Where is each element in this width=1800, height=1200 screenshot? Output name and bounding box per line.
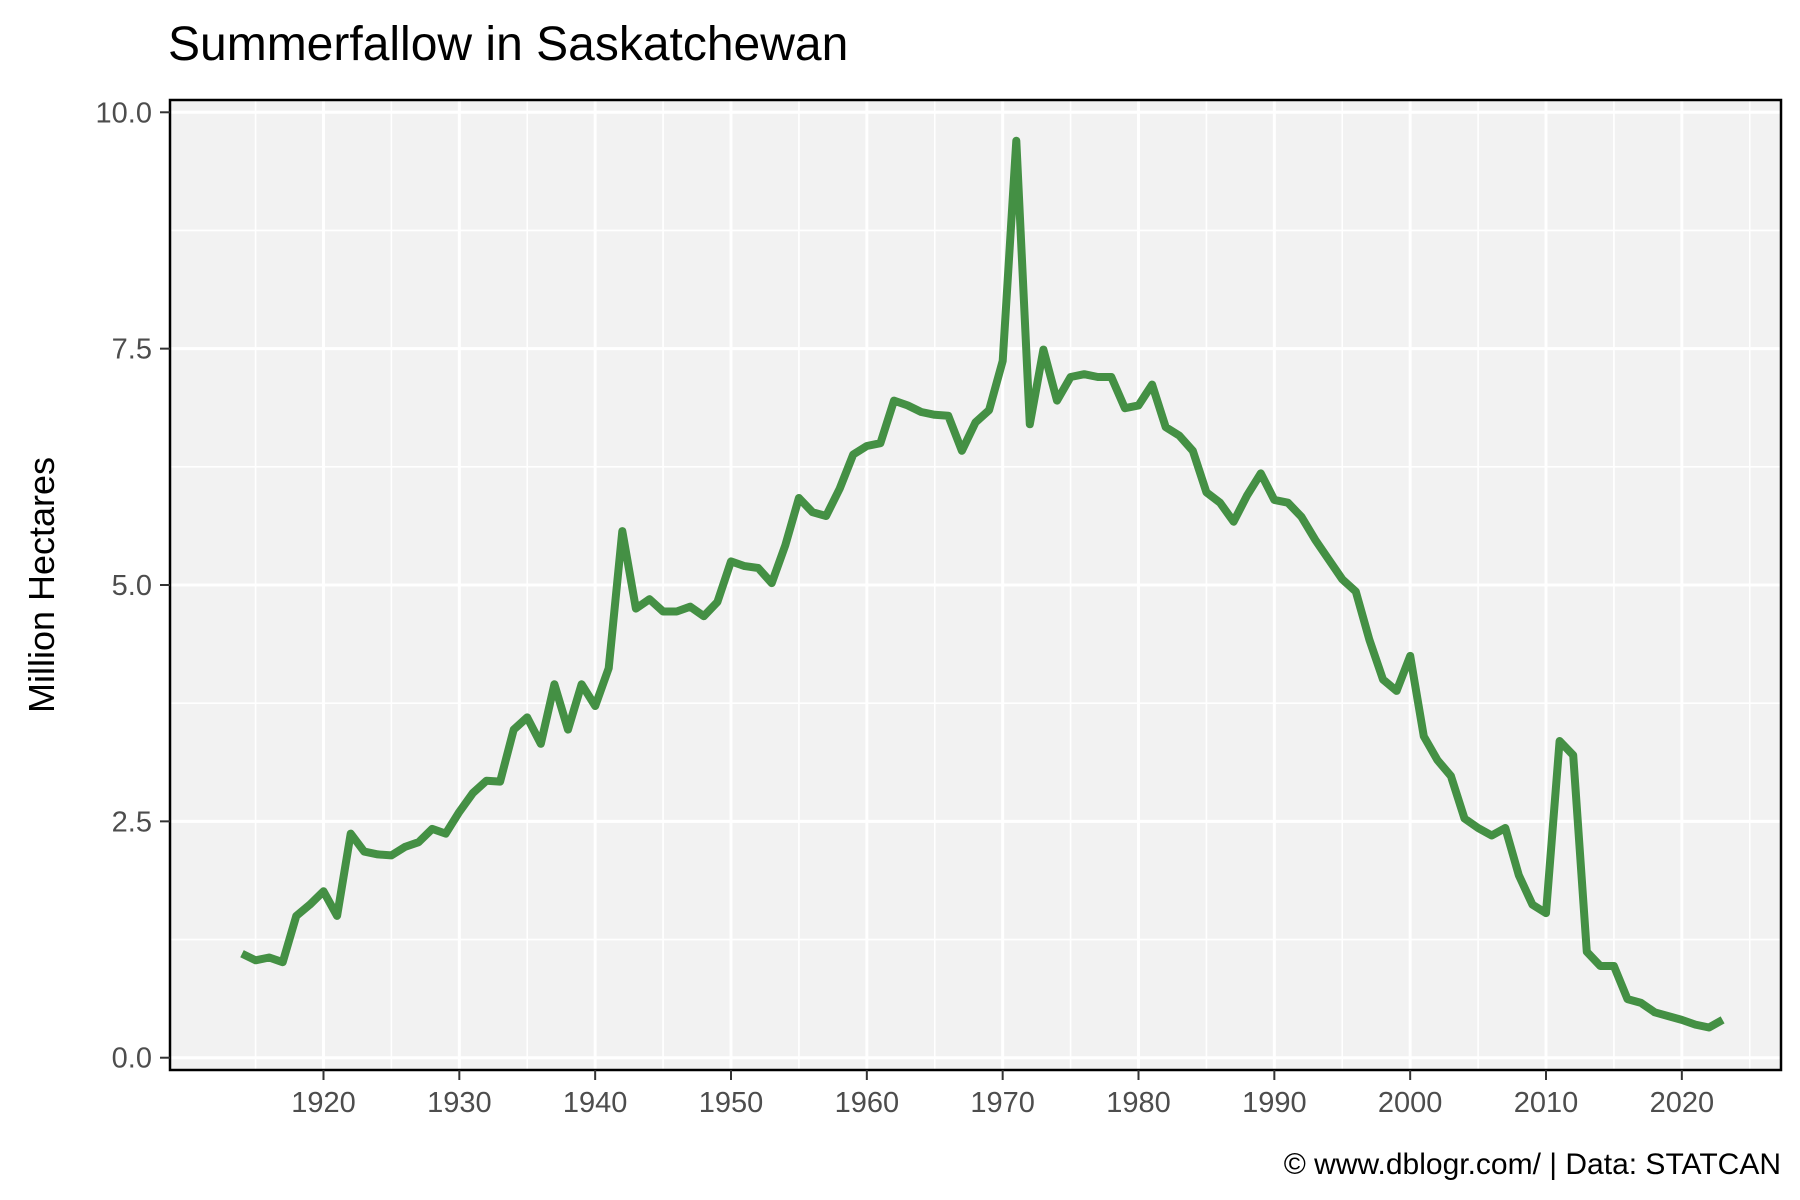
chart-caption: © www.dblogr.com/ | Data: STATCAN [1284, 1148, 1781, 1181]
x-tick-label: 1940 [563, 1087, 628, 1119]
y-tick-label: 7.5 [112, 334, 152, 366]
x-tick-label: 2000 [1378, 1087, 1443, 1119]
y-tick-label: 2.5 [112, 806, 152, 838]
x-tick-label: 1970 [970, 1087, 1035, 1119]
x-tick-label: 1980 [1106, 1087, 1171, 1119]
x-tick-label: 1950 [699, 1087, 764, 1119]
x-tick-label: 1990 [1242, 1087, 1307, 1119]
series-layer [240, 136, 1725, 1032]
series-line [240, 136, 1725, 1032]
y-axis: 0.0 2.5 5.0 7.5 10.0 [96, 97, 170, 1075]
x-tick-label: 1920 [291, 1087, 356, 1119]
x-tick-label: 2010 [1514, 1087, 1579, 1119]
x-tick-label: 2020 [1650, 1087, 1715, 1119]
x-tick-label: 1960 [835, 1087, 900, 1119]
x-axis: 1920 1930 1940 1950 1960 1970 1980 1990 2000 2010… [291, 1070, 1714, 1119]
y-tick-label: 0.0 [112, 1043, 152, 1075]
x-tick-label: 1930 [427, 1087, 492, 1119]
y-tick-label: 5.0 [112, 570, 152, 602]
y-axis-label: Million Hectares [21, 457, 62, 713]
chart-title: Summerfallow in Saskatchewan [168, 18, 848, 71]
y-tick-label: 10.0 [96, 97, 152, 129]
